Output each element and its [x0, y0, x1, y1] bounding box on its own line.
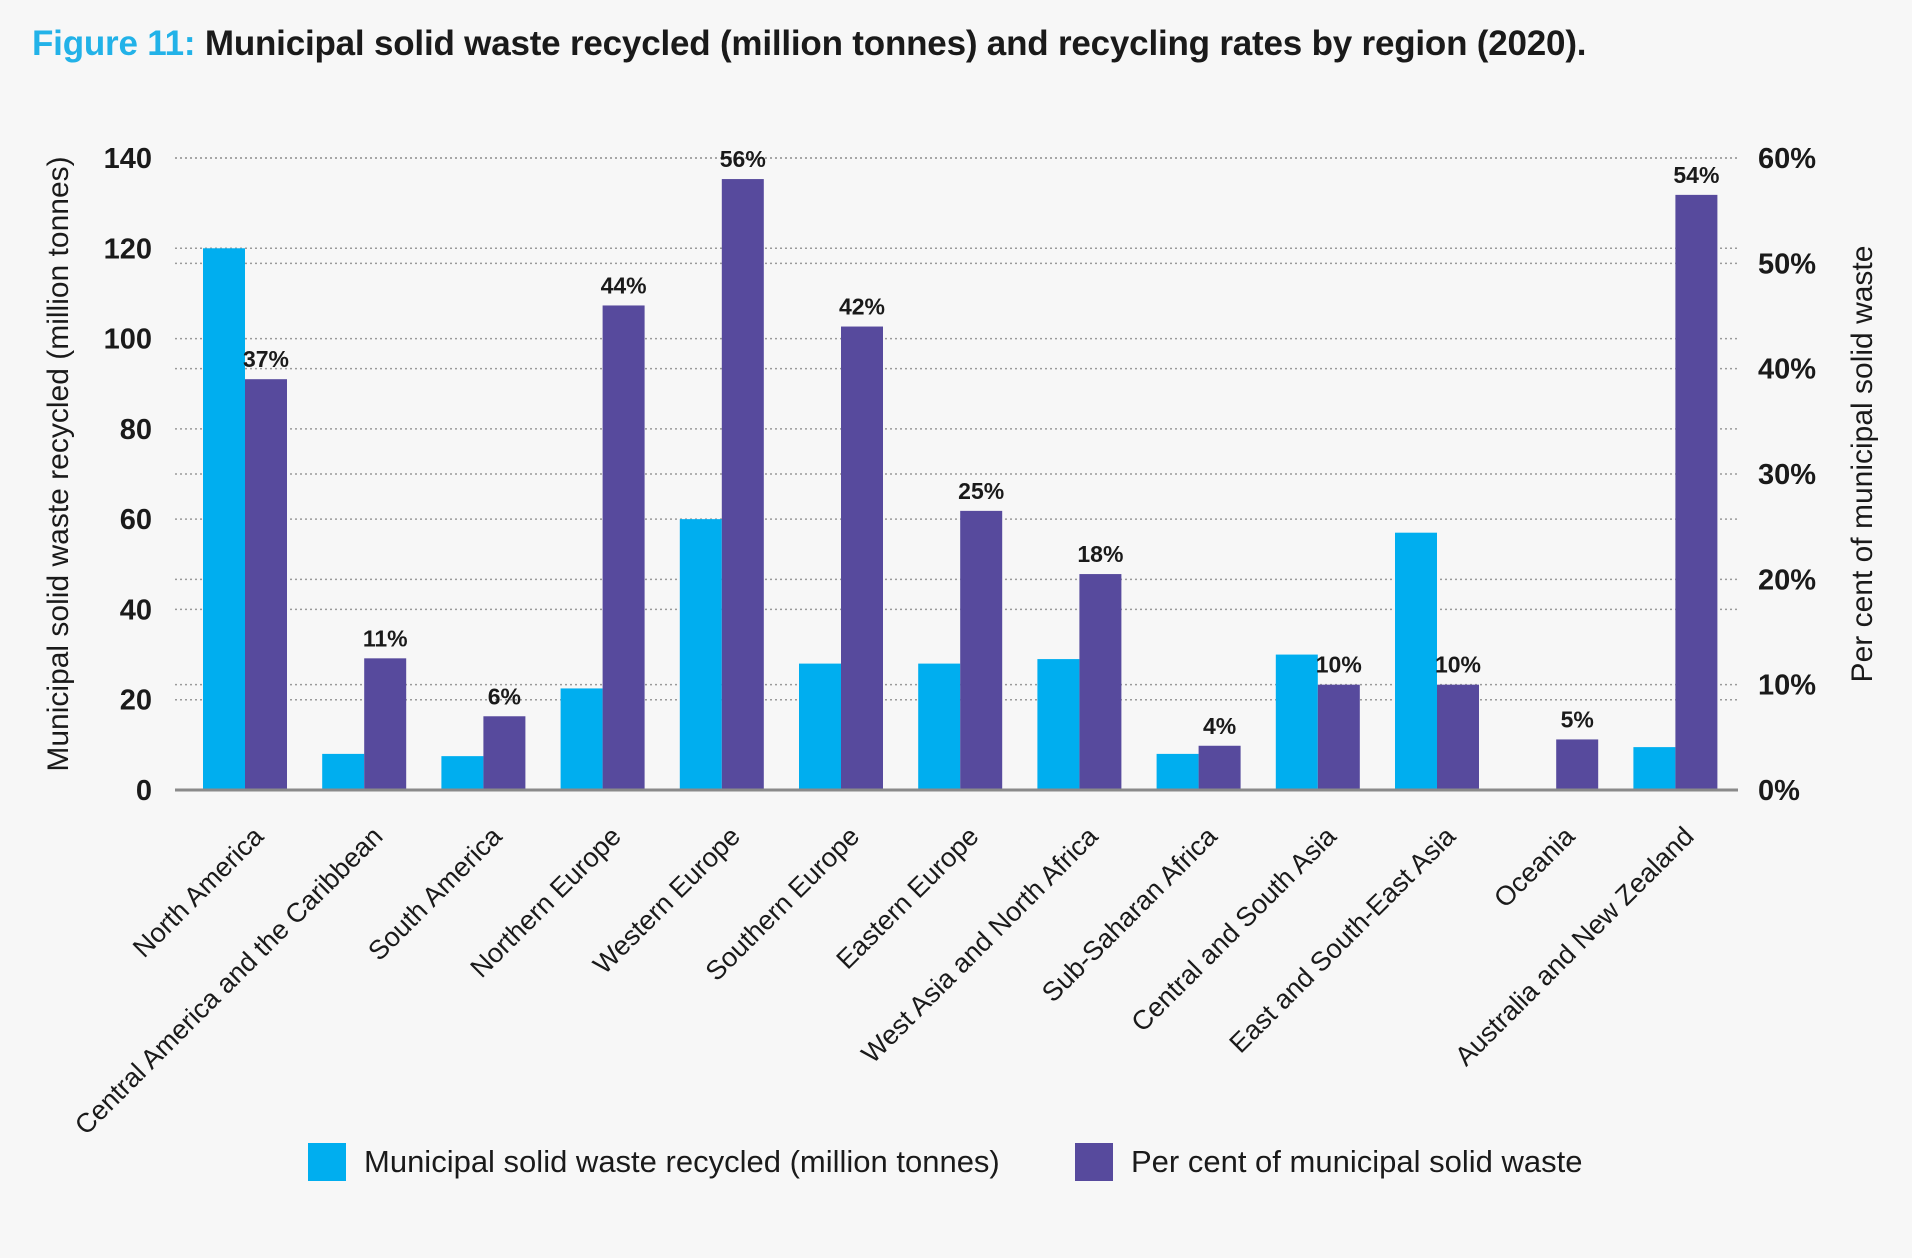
y-left-tick-label: 20: [120, 685, 152, 717]
bar-percent: [841, 326, 883, 790]
x-category-label: Central and South Asia: [1126, 820, 1343, 1037]
x-category-label: Australia and New Zealand: [1449, 821, 1699, 1071]
legend-item-percent: Per cent of municipal solid waste: [1075, 1143, 1582, 1181]
y-right-tick-label: 20%: [1758, 564, 1816, 596]
y-left-tick-label: 140: [104, 143, 152, 175]
bar-percent-label: 25%: [958, 478, 1004, 504]
y-right-tick-label: 50%: [1758, 248, 1816, 280]
y-right-tick-label: 30%: [1758, 459, 1816, 491]
y-right-tick-label: 0%: [1758, 775, 1800, 807]
bar-tonnes: [1156, 753, 1199, 790]
bar-percent: [960, 510, 1003, 790]
bar-percent-label: 42%: [839, 294, 885, 320]
bar-percent-label: 37%: [243, 346, 289, 372]
y-right-axis-title: Per cent of municipal solid waste: [1846, 246, 1879, 683]
bar-percent: [1317, 684, 1360, 790]
y-left-tick-label: 0: [136, 775, 152, 807]
bar-tonnes: [1275, 654, 1318, 790]
bar-percent: [364, 658, 407, 790]
bar-percent-label: 10%: [1435, 652, 1481, 678]
bar-percent-label: 4%: [1203, 713, 1236, 739]
figure-number: Figure 11:: [32, 24, 196, 63]
legend-swatch-tonnes: [308, 1143, 346, 1181]
bar-tonnes: [322, 753, 365, 790]
bar-percent: [602, 305, 645, 790]
bar-percent-label: 56%: [720, 146, 766, 172]
bar-tonnes: [1633, 747, 1676, 790]
bar-percent: [721, 179, 764, 791]
bar-percent: [245, 379, 287, 790]
bar-tonnes: [918, 663, 961, 790]
bar-percent-label: 10%: [1316, 652, 1362, 678]
bar-percent-label: 5%: [1561, 706, 1594, 732]
figure-title-text: Municipal solid waste recycled (million …: [204, 24, 1587, 63]
bar-percent-label: 44%: [601, 272, 647, 298]
bar-tonnes: [1037, 659, 1080, 790]
y-left-tick-label: 100: [104, 324, 152, 356]
bar-percent-label: 11%: [363, 625, 408, 651]
bar-percent: [483, 716, 526, 790]
x-category-label: East and South-East Asia: [1224, 820, 1462, 1058]
y-left-tick-label: 120: [104, 233, 152, 265]
bar-percent: [1198, 745, 1241, 790]
y-left-axis-title: Municipal solid waste recycled (million …: [42, 156, 75, 771]
y-left-tick-label: 60: [120, 504, 152, 536]
bar-tonnes: [679, 519, 722, 790]
bar-percent-label: 18%: [1077, 541, 1123, 567]
bar-tonnes: [1395, 532, 1437, 790]
x-category-label: Oceania: [1488, 820, 1581, 913]
legend-item-tonnes: Municipal solid waste recycled (million …: [308, 1143, 1000, 1181]
bar-percent: [1556, 739, 1599, 790]
bar-percent-label: 54%: [1673, 162, 1719, 188]
bar-tonnes: [203, 248, 245, 791]
bar-percent: [1675, 194, 1718, 790]
legend: Municipal solid waste recycled (million …: [0, 1143, 1912, 1191]
bar-tonnes: [441, 756, 484, 790]
y-right-tick-label: 60%: [1758, 143, 1816, 175]
y-right-tick-label: 10%: [1758, 670, 1816, 702]
y-right-tick-label: 40%: [1758, 354, 1816, 386]
y-left-tick-label: 80: [120, 414, 152, 446]
figure-title: Figure 11: Municipal solid waste recycle…: [32, 24, 1587, 64]
bar-chart: 0 20 40 60 80 100 120 140 0% 10% 20% 30% 40% 50% 60% Mu…: [42, 143, 1879, 1140]
legend-label-tonnes: Municipal solid waste recycled (million …: [364, 1144, 1000, 1179]
bar-tonnes: [560, 688, 603, 790]
bar-percent: [1079, 574, 1122, 790]
bar-tonnes: [799, 663, 841, 790]
legend-swatch-percent: [1075, 1143, 1113, 1181]
legend-label-percent: Per cent of municipal solid waste: [1131, 1144, 1583, 1179]
bar-percent: [1437, 684, 1479, 790]
y-left-tick-label: 40: [120, 594, 152, 626]
x-category-label: West Asia and North Africa: [856, 820, 1105, 1069]
bar-percent-label: 6%: [488, 683, 521, 709]
